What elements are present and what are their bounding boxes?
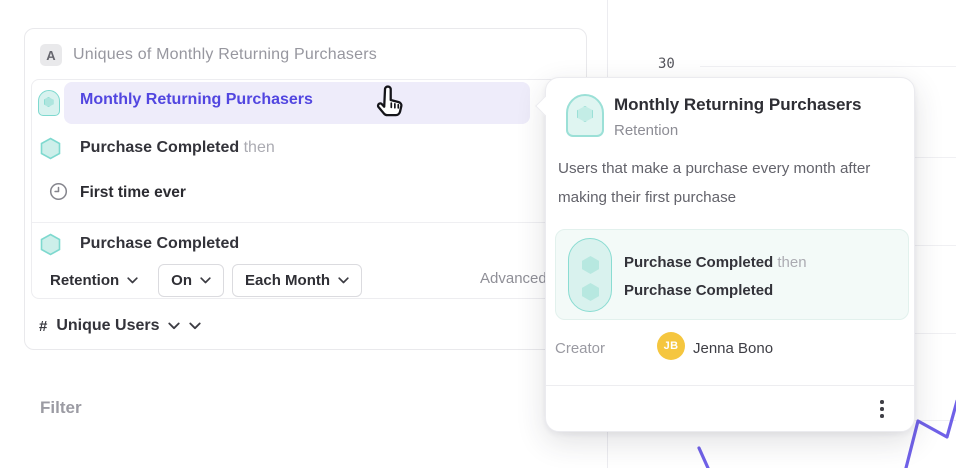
event-name: Purchase Completed: [80, 235, 240, 252]
chevron-down-icon: [200, 277, 211, 284]
filter-section-label: Filter: [40, 398, 82, 417]
measure-dropdown[interactable]: Unique Users: [56, 317, 160, 334]
measure-hash-icon: #: [39, 317, 48, 335]
definition-step: Purchase Completed then: [624, 254, 807, 271]
cohort-steps-icon: [568, 238, 612, 312]
series-badge: A: [40, 44, 62, 66]
cohort-icon: [38, 90, 60, 116]
query-header: A Uniques of Monthly Returning Purchaser…: [40, 43, 377, 67]
cohort-popover: Monthly Returning Purchasers Retention U…: [535, 77, 915, 432]
controls-row: Retention On Each Month: [38, 264, 363, 297]
query-title: Uniques of Monthly Returning Purchasers: [73, 46, 377, 63]
clock-icon: [49, 182, 68, 201]
cohort-icon: [566, 94, 604, 137]
chevron-down-icon: [127, 277, 138, 284]
chevron-down-icon[interactable]: [189, 322, 202, 330]
step-suffix: then: [777, 254, 807, 271]
event-row[interactable]: Purchase Completed then: [80, 139, 275, 157]
event-icon: [40, 137, 61, 160]
measure-row: # Unique Users: [39, 314, 202, 338]
interval-dropdown-label: Each Month: [245, 272, 331, 289]
row-divider: [32, 222, 581, 223]
step-event: Purchase Completed: [624, 254, 774, 271]
popover-footer-divider: [546, 385, 914, 386]
event-row[interactable]: Purchase Completed: [80, 235, 239, 253]
event-icon: [40, 233, 61, 256]
cohort-row[interactable]: [64, 82, 530, 124]
mode-dropdown-label: Retention: [50, 272, 120, 289]
y-axis-tick-label: 30: [658, 56, 675, 72]
on-dropdown[interactable]: On: [158, 264, 225, 297]
event-name: Purchase Completed: [80, 139, 240, 156]
on-dropdown-label: On: [171, 272, 193, 289]
chevron-down-icon[interactable]: [168, 322, 181, 330]
mode-dropdown[interactable]: Retention: [38, 264, 151, 297]
query-panel: A Uniques of Monthly Returning Purchaser…: [24, 28, 587, 350]
popover-type: Retention: [614, 122, 679, 139]
definition-step: Purchase Completed: [624, 282, 773, 299]
advanced-link[interactable]: Advanced: [480, 270, 547, 287]
popover-title: Monthly Returning Purchasers: [614, 95, 862, 114]
creator-avatar: JB: [657, 332, 685, 360]
cohort-link[interactable]: Monthly Returning Purchasers: [80, 91, 313, 108]
creator-name: Jenna Bono: [693, 340, 774, 357]
event-module: Monthly Returning Purchasers Purchase Co…: [31, 79, 582, 299]
inline-filter-first-time-ever[interactable]: First time ever: [80, 184, 186, 201]
chevron-down-icon: [338, 277, 349, 284]
step-event: Purchase Completed: [624, 282, 774, 299]
cursor-pointer-icon: [376, 85, 403, 117]
more-options-button[interactable]: [870, 395, 894, 423]
interval-dropdown[interactable]: Each Month: [232, 264, 363, 297]
popover-description: Users that make a purchase every month a…: [558, 160, 871, 206]
gridline: [700, 66, 956, 67]
creator-label: Creator: [555, 340, 606, 357]
cohort-definition-box: Purchase Completed then Purchase Complet…: [555, 229, 909, 320]
event-suffix: then: [243, 139, 275, 156]
